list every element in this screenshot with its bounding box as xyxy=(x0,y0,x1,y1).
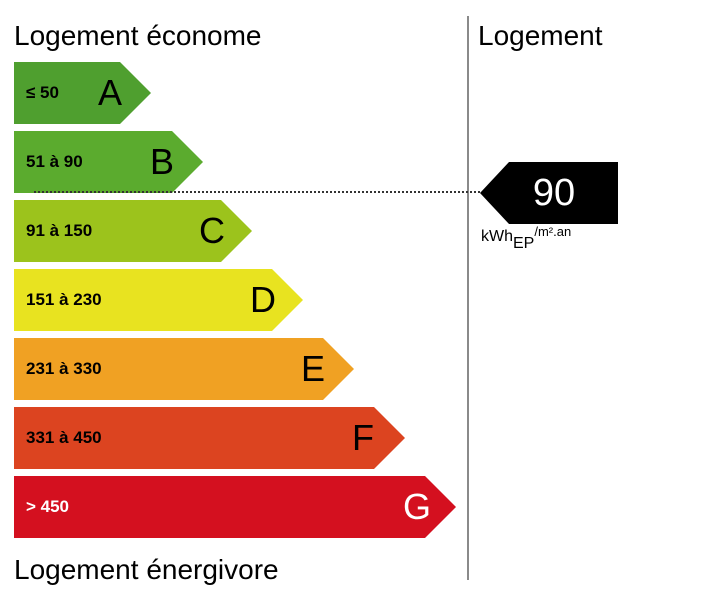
indicator-arrow xyxy=(480,162,618,224)
class-range-e: 231 à 330 xyxy=(26,359,102,378)
bottom-title: Logement énergivore xyxy=(14,554,279,585)
class-letter-b: B xyxy=(150,141,175,182)
unit-tail: /m².an xyxy=(534,224,572,239)
class-range-d: 151 à 230 xyxy=(26,290,102,309)
class-letter-d: D xyxy=(250,279,276,320)
indicator-leader-line xyxy=(34,191,480,193)
class-letter-e: E xyxy=(301,348,326,389)
class-bar-f: 331 à 450 F xyxy=(14,407,405,469)
indicator-unit: kWhEP/m².an xyxy=(481,224,571,253)
column-divider xyxy=(467,16,469,580)
class-letter-g: G xyxy=(403,486,432,527)
class-bar-c: 91 à 150 C xyxy=(14,200,252,262)
class-range-b: 51 à 90 xyxy=(26,152,83,171)
class-letter-a: A xyxy=(98,72,123,113)
column-title: Logement xyxy=(478,20,603,51)
class-bar-a: ≤ 50 A xyxy=(14,62,151,124)
indicator-value: 90 xyxy=(532,171,576,214)
class-letter-c: C xyxy=(199,210,225,251)
class-bar-b: 51 à 90 B xyxy=(14,131,203,193)
top-title: Logement économe xyxy=(14,20,262,51)
unit-main: kWh xyxy=(481,228,513,245)
unit-sub: EP xyxy=(513,235,535,252)
class-range-a: ≤ 50 xyxy=(26,83,59,102)
class-bar-g: > 450 G xyxy=(14,476,456,538)
class-bar-e: 231 à 330 E xyxy=(14,338,354,400)
class-letter-f: F xyxy=(352,417,374,458)
class-bar-d: 151 à 230 D xyxy=(14,269,303,331)
class-range-g: > 450 xyxy=(26,497,70,516)
class-range-f: 331 à 450 xyxy=(26,428,102,447)
class-range-c: 91 à 150 xyxy=(26,221,93,240)
